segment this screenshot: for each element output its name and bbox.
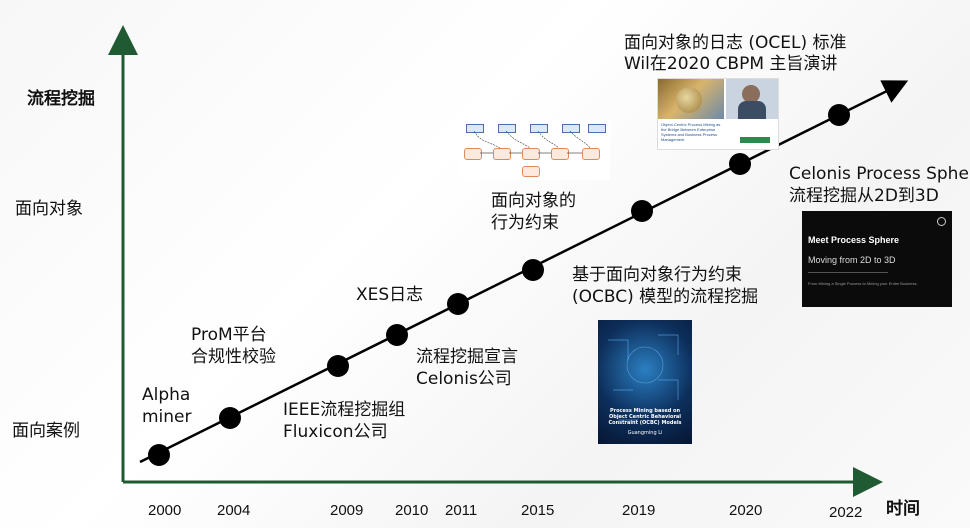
process-sphere-image: Meet Process Sphere Moving from 2D to 3D… [802,211,952,307]
event-ieee-line2: Fluxicon公司 [283,422,388,442]
y-label-case-oriented: 面向案例 [12,421,80,441]
year-2020: 2020 [729,502,763,519]
milestone-2004 [219,407,241,429]
y-label-process-mining: 流程挖掘 [27,89,95,109]
event-alpha-line1: Alpha [142,385,191,405]
event-ocel-line2: Wil在2020 CBPM 主旨演讲 [624,54,838,74]
ocel-keynote-caption: Object-Centric Process Mining as the Bri… [661,122,721,142]
event-sphere-line2: 流程挖掘从2D到3D [789,186,939,206]
sphere-subtitle: Moving from 2D to 3D [808,255,896,265]
event-oo-constraint-line1: 面向对象的 [491,191,576,211]
event-ocbc-line1: 基于面向对象行为约束 [572,265,742,285]
year-2019: 2019 [622,502,656,519]
sphere-title: Meet Process Sphere [808,235,900,245]
milestone-2011 [447,293,469,315]
event-prom-line2: 合规性校验 [191,347,276,367]
milestone-2020 [729,153,751,175]
milestone-2009 [327,355,349,377]
event-manifesto-line1: 流程挖掘宣言 [416,347,518,367]
milestone-2015 [522,259,544,281]
event-manifesto-line2: Celonis公司 [416,369,512,389]
milestone-2022 [828,104,850,126]
ocbc-book-cover: Process Mining based on Object Centric B… [598,320,692,444]
book-author: Guangming Li [627,430,663,436]
event-xes: XES日志 [356,285,424,305]
year-2022: 2022 [829,504,863,521]
year-2011: 2011 [445,502,478,519]
celonis-logo-icon [937,217,946,226]
milestone-2019 [631,200,653,222]
ocel-keynote-image: Object-Centric Process Mining as the Bri… [657,78,779,150]
milestone-2010 [386,324,408,346]
ocbc-diagram-image [460,120,610,180]
event-ocbc-line2: (OCBC) 模型的流程挖掘 [572,287,759,307]
x-label-time: 时间 [886,499,920,519]
sphere-small-text: From Mining a Single Process to Mining y… [808,281,918,286]
year-2009: 2009 [330,502,364,519]
year-2015: 2015 [521,502,555,519]
milestone-2000 [148,444,170,466]
y-label-object-oriented: 面向对象 [15,199,83,219]
year-2004: 2004 [217,502,251,519]
event-ocel-line1: 面向对象的日志 (OCEL) 标准 [624,33,847,53]
event-alpha-line2: miner [142,407,192,427]
event-oo-constraint-line2: 行为约束 [491,213,559,233]
event-ieee-line1: IEEE流程挖掘组 [283,400,406,420]
year-2010: 2010 [395,502,429,519]
year-2000: 2000 [148,502,182,519]
event-sphere-line1: Celonis Process Sphere [789,164,970,184]
book-title: Process Mining based on Object Centric B… [608,408,682,426]
event-prom-line1: ProM平台 [191,325,267,345]
